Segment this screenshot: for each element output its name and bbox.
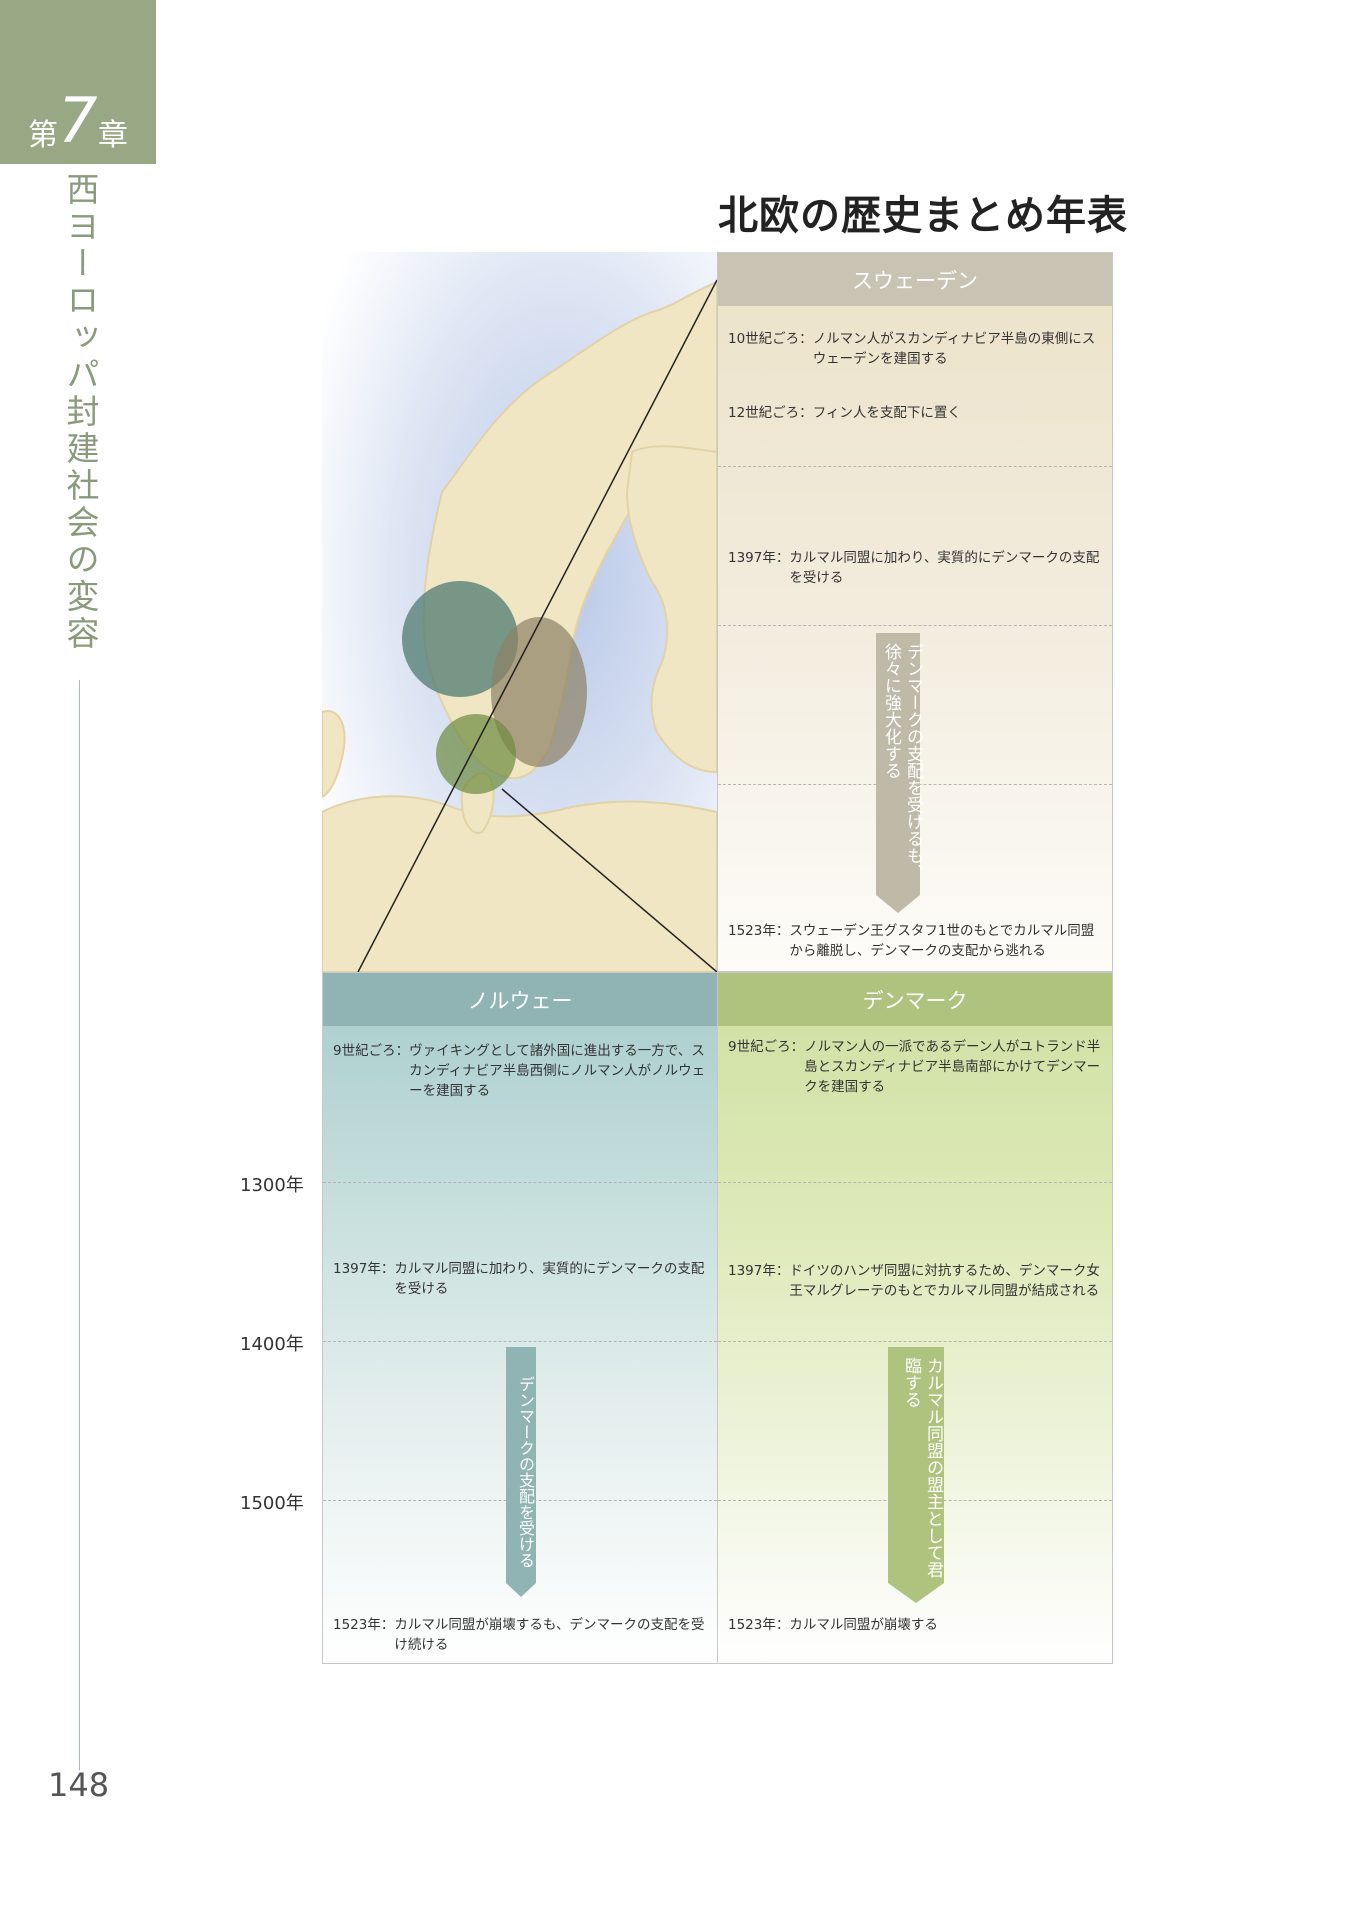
sweden-arrow: デンマークの支配を受けるも、徐々に強大化する [872, 633, 924, 913]
chapter-number: 7 [58, 84, 98, 157]
norway-arrow-text: デンマークの支配を受ける [516, 1376, 535, 1568]
year-marker-1400: 1400年 [240, 1334, 304, 1355]
sweden-event: 10世紀ごろ： ノルマン人がスカンディナビア半島の東側にスウェーデンを建国する [728, 331, 1096, 367]
year-marker-1300: 1300年 [240, 1175, 304, 1196]
denmark-arrow: カルマル同盟の盟主として君臨する [888, 1347, 944, 1603]
chapter-tab: 第 7 章 [0, 0, 156, 164]
norway-event: 1397年： カルマル同盟に加わり、実質的にデンマークの支配を受ける [333, 1261, 705, 1297]
page-title: 北欧の歴史まとめ年表 [718, 193, 1128, 239]
year-marker-1500: 1500年 [240, 1493, 304, 1514]
sweden-event: 1397年： カルマル同盟に加わり、実質的にデンマークの支配を受ける [728, 550, 1100, 586]
page-number: 148 [48, 1766, 110, 1804]
denmark-arrow-text: カルマル同盟の盟主として君臨する [901, 1357, 943, 1578]
denmark-event: 9世紀ごろ： ノルマン人の一派であるデーン人がユトランド半島とスカンディナビア半島… [728, 1039, 1101, 1095]
scandinavia-map [322, 252, 717, 972]
denmark-header: デンマーク [718, 973, 1112, 1026]
norway-arrow: デンマークの支配を受ける [506, 1347, 536, 1597]
denmark-column: デンマーク 9世紀ごろ： ノルマン人の一派であるデーン人がユトランド半島とスカンデ… [717, 972, 1113, 1664]
norway-header: ノルウェー [323, 973, 717, 1026]
sweden-header: スウェーデン [718, 253, 1112, 306]
sweden-event: 1523年： スウェーデン王グスタフ1世のもとでカルマル同盟から離脱し、デンマーク… [728, 923, 1095, 959]
norway-event: 9世紀ごろ： ヴァイキングとして諸外国に進出する一方で、スカンディナビア半島西側に… [333, 1043, 706, 1099]
sweden-column: スウェーデン 10世紀ごろ： ノルマン人がスカンディナビア半島の東側にスウェーデン… [717, 252, 1113, 972]
side-rule [79, 680, 80, 1770]
denmark-event: 1523年： カルマル同盟が崩壊する [728, 1617, 938, 1633]
denmark-region [436, 714, 516, 794]
norway-event: 1523年： カルマル同盟が崩壊するも、デンマークの支配を受け続ける [333, 1617, 705, 1653]
sweden-region [491, 617, 587, 767]
norway-column: ノルウェー 9世紀ごろ： ヴァイキングとして諸外国に進出する一方で、スカンディナビ… [322, 972, 718, 1664]
sweden-arrow-text: デンマークの支配を受けるも、徐々に強大化する [881, 643, 923, 881]
chapter-suffix: 章 [98, 118, 128, 153]
norway-region [402, 581, 518, 697]
denmark-event: 1397年： ドイツのハンザ同盟に対抗するため、デンマーク女王マルグレーテのもとで… [728, 1263, 1100, 1299]
chapter-prefix: 第 [28, 118, 58, 153]
chapter-title: 西ヨーロッパ封建社会の変容 [61, 172, 100, 653]
sweden-event: 12世紀ごろ： フィン人を支配下に置く [728, 405, 961, 421]
